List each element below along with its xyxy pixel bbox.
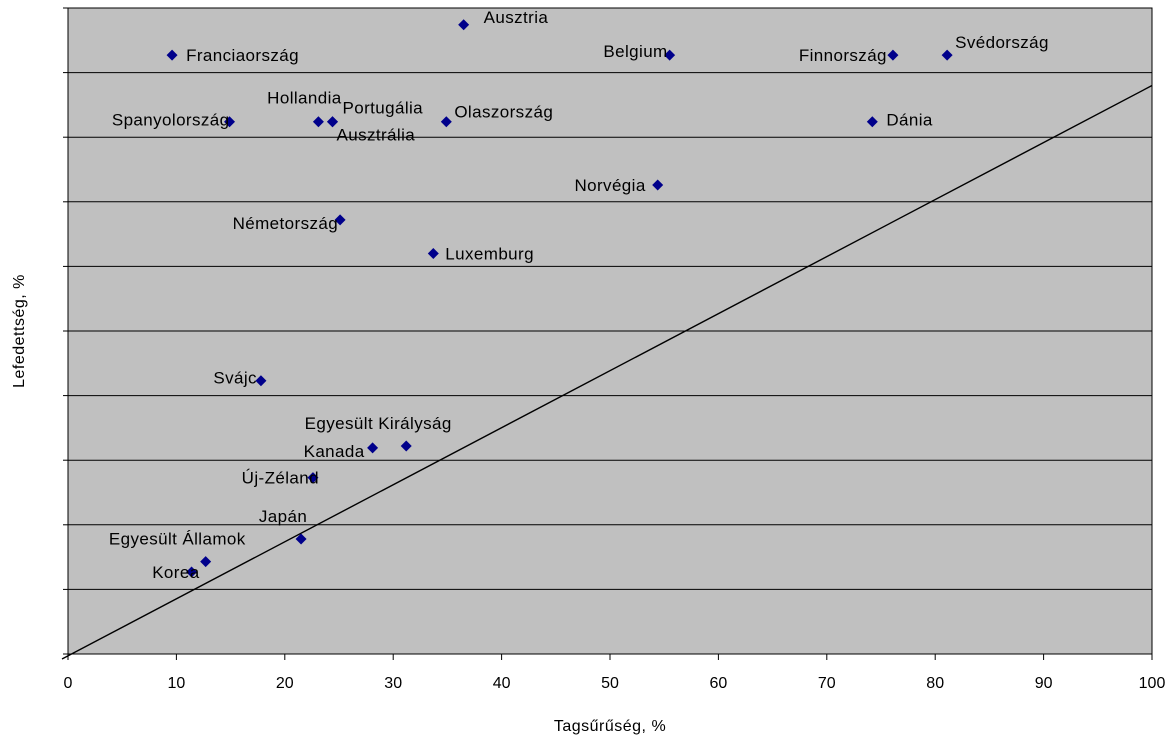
point-label: Finnország xyxy=(799,46,887,65)
x-tick-label: 0 xyxy=(64,675,73,692)
point-label: Egyesült Királyság xyxy=(305,414,452,433)
point-label: Új-Zéland xyxy=(242,469,319,488)
point-label: Korea xyxy=(152,563,200,582)
data-point xyxy=(652,179,664,191)
y-axis-title: Lefedettség, % xyxy=(11,274,28,388)
data-point xyxy=(440,116,452,128)
point-label: Japán xyxy=(259,507,307,526)
point-label: Svédország xyxy=(955,33,1049,52)
x-tick-label: 70 xyxy=(818,675,836,692)
data-point xyxy=(664,49,676,61)
data-point xyxy=(295,533,307,545)
data-point xyxy=(200,556,212,568)
x-tick-label: 90 xyxy=(1035,675,1053,692)
x-tick-label: 10 xyxy=(168,675,186,692)
point-label: Dánia xyxy=(886,111,933,130)
x-tick-label: 30 xyxy=(384,675,402,692)
x-axis-title: Tagsűrűség, % xyxy=(554,718,666,735)
point-label: Franciaország xyxy=(186,46,299,65)
data-point xyxy=(427,247,439,259)
data-point xyxy=(312,116,324,128)
data-point xyxy=(224,116,236,128)
data-point xyxy=(941,49,953,61)
point-label: Németország xyxy=(233,214,339,233)
data-point xyxy=(166,49,178,61)
data-point xyxy=(255,375,267,387)
data-point xyxy=(887,49,899,61)
point-label: Egyesült Államok xyxy=(109,530,246,549)
point-label: Belgium xyxy=(603,42,667,61)
x-tick-label: 40 xyxy=(493,675,511,692)
data-point xyxy=(866,116,878,128)
point-label: Svájc xyxy=(213,369,257,388)
x-tick-label: 100 xyxy=(1139,675,1166,692)
data-point xyxy=(367,442,379,454)
point-label: Norvégia xyxy=(574,176,645,195)
point-label: Portugália xyxy=(342,99,423,118)
data-point xyxy=(186,566,198,578)
point-label: Kanada xyxy=(304,442,365,461)
data-point xyxy=(326,116,338,128)
x-tick-label: 50 xyxy=(601,675,619,692)
reference-line xyxy=(61,84,1153,660)
point-label: Hollandia xyxy=(267,89,342,108)
point-label: Spanyolország xyxy=(112,111,230,130)
data-point xyxy=(400,440,412,452)
data-point xyxy=(334,214,346,226)
point-label: Ausztria xyxy=(484,8,549,27)
data-point xyxy=(307,472,319,484)
data-point xyxy=(458,19,470,31)
point-label: Ausztrália xyxy=(336,126,415,145)
point-label: Olaszország xyxy=(454,103,553,122)
x-tick-label: 80 xyxy=(926,675,944,692)
x-tick-label: 20 xyxy=(276,675,294,692)
point-label: Luxemburg xyxy=(445,244,534,263)
x-tick-label: 60 xyxy=(710,675,728,692)
